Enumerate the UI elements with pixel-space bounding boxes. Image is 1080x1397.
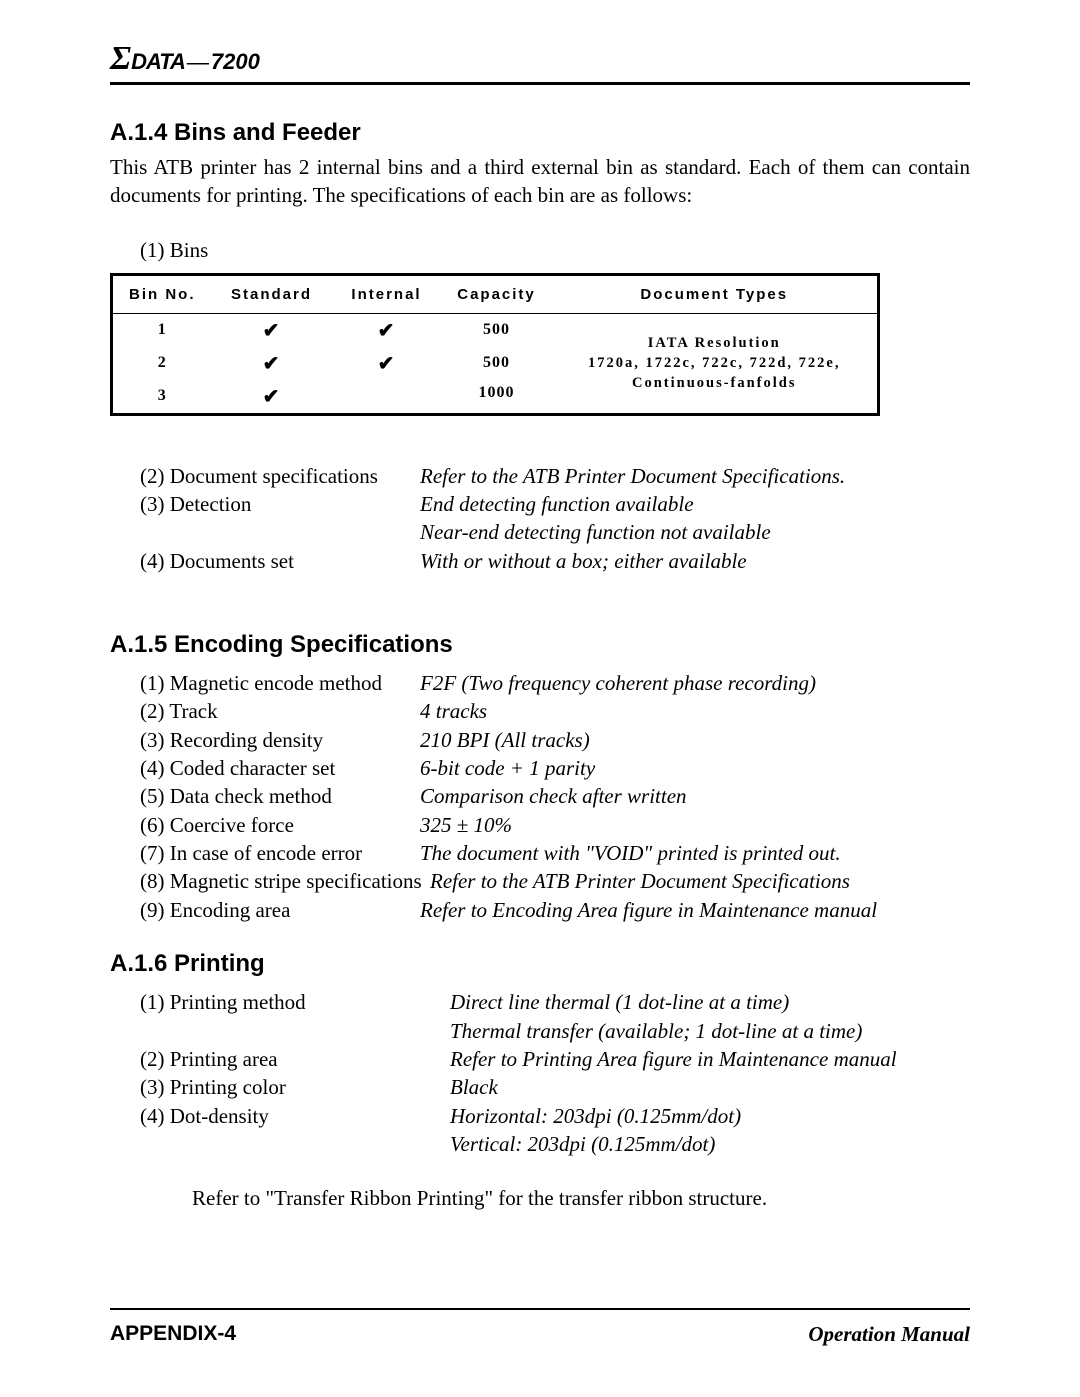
spec-value: Thermal transfer (available; 1 dot-line …	[450, 1017, 862, 1045]
section-title-printing: A.1.6 Printing	[110, 950, 970, 978]
col-standard: Standard	[212, 274, 332, 313]
bins-feeder-intro: This ATB printer has 2 internal bins and…	[110, 153, 970, 210]
spec-label: (1) Printing method	[140, 988, 450, 1016]
spec-value: Near-end detecting function not availabl…	[420, 518, 771, 546]
spec-row: (4) Dot-densityHorizontal: 203dpi (0.125…	[140, 1102, 970, 1130]
col-bin-no: Bin No.	[112, 274, 212, 313]
spec-row: (1) Magnetic encode methodF2F (Two frequ…	[140, 669, 970, 697]
spec-value: Horizontal: 203dpi (0.125mm/dot)	[450, 1102, 741, 1130]
spec-label	[140, 518, 420, 546]
page-header: Σ DATA — 7200	[110, 40, 970, 85]
spec-row: (9) Encoding areaRefer to Encoding Area …	[140, 896, 970, 924]
bins-table: Bin No. Standard Internal Capacity Docum…	[110, 273, 880, 416]
spec-label: (3) Printing color	[140, 1073, 450, 1101]
cell-doc-types: IATA Resolution 1720a, 1722c, 722c, 722d…	[552, 313, 879, 414]
brand-model: 7200	[211, 49, 260, 75]
cell-capacity: 1000	[442, 380, 552, 415]
spec-label: (1) Magnetic encode method	[140, 669, 420, 697]
spec-value: F2F (Two frequency coherent phase record…	[420, 669, 816, 697]
spec-value: End detecting function available	[420, 490, 694, 518]
spec-row: (7) In case of encode errorThe document …	[140, 839, 970, 867]
cell-standard: ✔	[212, 380, 332, 415]
col-internal: Internal	[332, 274, 442, 313]
spec-value: 210 BPI (All tracks)	[420, 726, 590, 754]
spec-label: (9) Encoding area	[140, 896, 420, 924]
spec-row: (3) Detection End detecting function ava…	[140, 490, 970, 518]
spec-row: (3) Printing colorBlack	[140, 1073, 970, 1101]
spec-row: (4) Documents set With or without a box;…	[140, 547, 970, 575]
footer-right: Operation Manual	[808, 1322, 970, 1347]
spec-row: (4) Coded character set6-bit code + 1 pa…	[140, 754, 970, 782]
spec-row: (3) Recording density210 BPI (All tracks…	[140, 726, 970, 754]
spec-label: (7) In case of encode error	[140, 839, 420, 867]
col-capacity: Capacity	[442, 274, 552, 313]
doctypes-line2: 1720a, 1722c, 722c, 722d, 722e,	[588, 355, 841, 371]
spec-label: (4) Documents set	[140, 547, 420, 575]
spec-value: With or without a box; either available	[420, 547, 747, 575]
table-row: 1 ✔ ✔ 500 IATA Resolution 1720a, 1722c, …	[112, 313, 879, 347]
cell-internal: ✔	[332, 313, 442, 347]
spec-row: Thermal transfer (available; 1 dot-line …	[140, 1017, 970, 1045]
spec-row: (2) Document specifications Refer to the…	[140, 462, 970, 490]
doctypes-line3: Continuous-fanfolds	[632, 375, 797, 391]
spec-value: Refer to Printing Area figure in Mainten…	[450, 1045, 897, 1073]
spec-row: (2) Printing areaRefer to Printing Area …	[140, 1045, 970, 1073]
doctypes-line1: IATA Resolution	[648, 335, 781, 351]
brand-name: DATA	[131, 49, 185, 75]
spec-row: (6) Coercive force325 ± 10%	[140, 811, 970, 839]
printing-note: Refer to "Transfer Ribbon Printing" for …	[192, 1186, 970, 1211]
brand-dash: —	[187, 49, 209, 75]
cell-standard: ✔	[212, 347, 332, 380]
cell-bin-no: 1	[112, 313, 212, 347]
spec-row: (8) Magnetic stripe specificationsRefer …	[140, 867, 970, 895]
cell-standard: ✔	[212, 313, 332, 347]
spec-value: Black	[450, 1073, 498, 1101]
cell-internal: ✔	[332, 347, 442, 380]
spec-value: 325 ± 10%	[420, 811, 512, 839]
spec-label: (6) Coercive force	[140, 811, 420, 839]
spec-label: (3) Recording density	[140, 726, 420, 754]
col-doc-types: Document Types	[552, 274, 879, 313]
spec-value: Refer to Encoding Area figure in Mainten…	[420, 896, 877, 924]
sigma-icon: Σ	[110, 40, 131, 78]
spec-value: Refer to the ATB Printer Document Specif…	[420, 462, 845, 490]
spec-label: (4) Coded character set	[140, 754, 420, 782]
spec-label: (8) Magnetic stripe specifications	[140, 867, 430, 895]
spec-label: (2) Document specifications	[140, 462, 420, 490]
cell-internal	[332, 380, 442, 415]
spec-value: Comparison check after written	[420, 782, 687, 810]
spec-value: Vertical: 203dpi (0.125mm/dot)	[450, 1130, 715, 1158]
cell-capacity: 500	[442, 313, 552, 347]
spec-row: Near-end detecting function not availabl…	[140, 518, 970, 546]
spec-label: (3) Detection	[140, 490, 420, 518]
spec-label: (2) Track	[140, 697, 420, 725]
spec-value: 4 tracks	[420, 697, 487, 725]
spec-label: (5) Data check method	[140, 782, 420, 810]
spec-label	[140, 1017, 450, 1045]
cell-bin-no: 2	[112, 347, 212, 380]
spec-label	[140, 1130, 450, 1158]
spec-label: (4) Dot-density	[140, 1102, 450, 1130]
spec-row: (5) Data check methodComparison check af…	[140, 782, 970, 810]
spec-row: Vertical: 203dpi (0.125mm/dot)	[140, 1130, 970, 1158]
spec-row: (2) Track4 tracks	[140, 697, 970, 725]
table-header-row: Bin No. Standard Internal Capacity Docum…	[112, 274, 879, 313]
spec-value: Refer to the ATB Printer Document Specif…	[430, 867, 850, 895]
spec-label: (2) Printing area	[140, 1045, 450, 1073]
cell-capacity: 500	[442, 347, 552, 380]
cell-bin-no: 3	[112, 380, 212, 415]
spec-value: The document with "VOID" printed is prin…	[420, 839, 841, 867]
section-title-bins-feeder: A.1.4 Bins and Feeder	[110, 119, 970, 147]
page-footer: APPENDIX-4 Operation Manual	[110, 1308, 970, 1347]
spec-row: (1) Printing methodDirect line thermal (…	[140, 988, 970, 1016]
bins-sublabel: (1) Bins	[140, 238, 970, 263]
section-title-encoding: A.1.5 Encoding Specifications	[110, 631, 970, 659]
spec-value: 6-bit code + 1 parity	[420, 754, 595, 782]
spec-value: Direct line thermal (1 dot-line at a tim…	[450, 988, 789, 1016]
footer-left: APPENDIX-4	[110, 1322, 236, 1347]
